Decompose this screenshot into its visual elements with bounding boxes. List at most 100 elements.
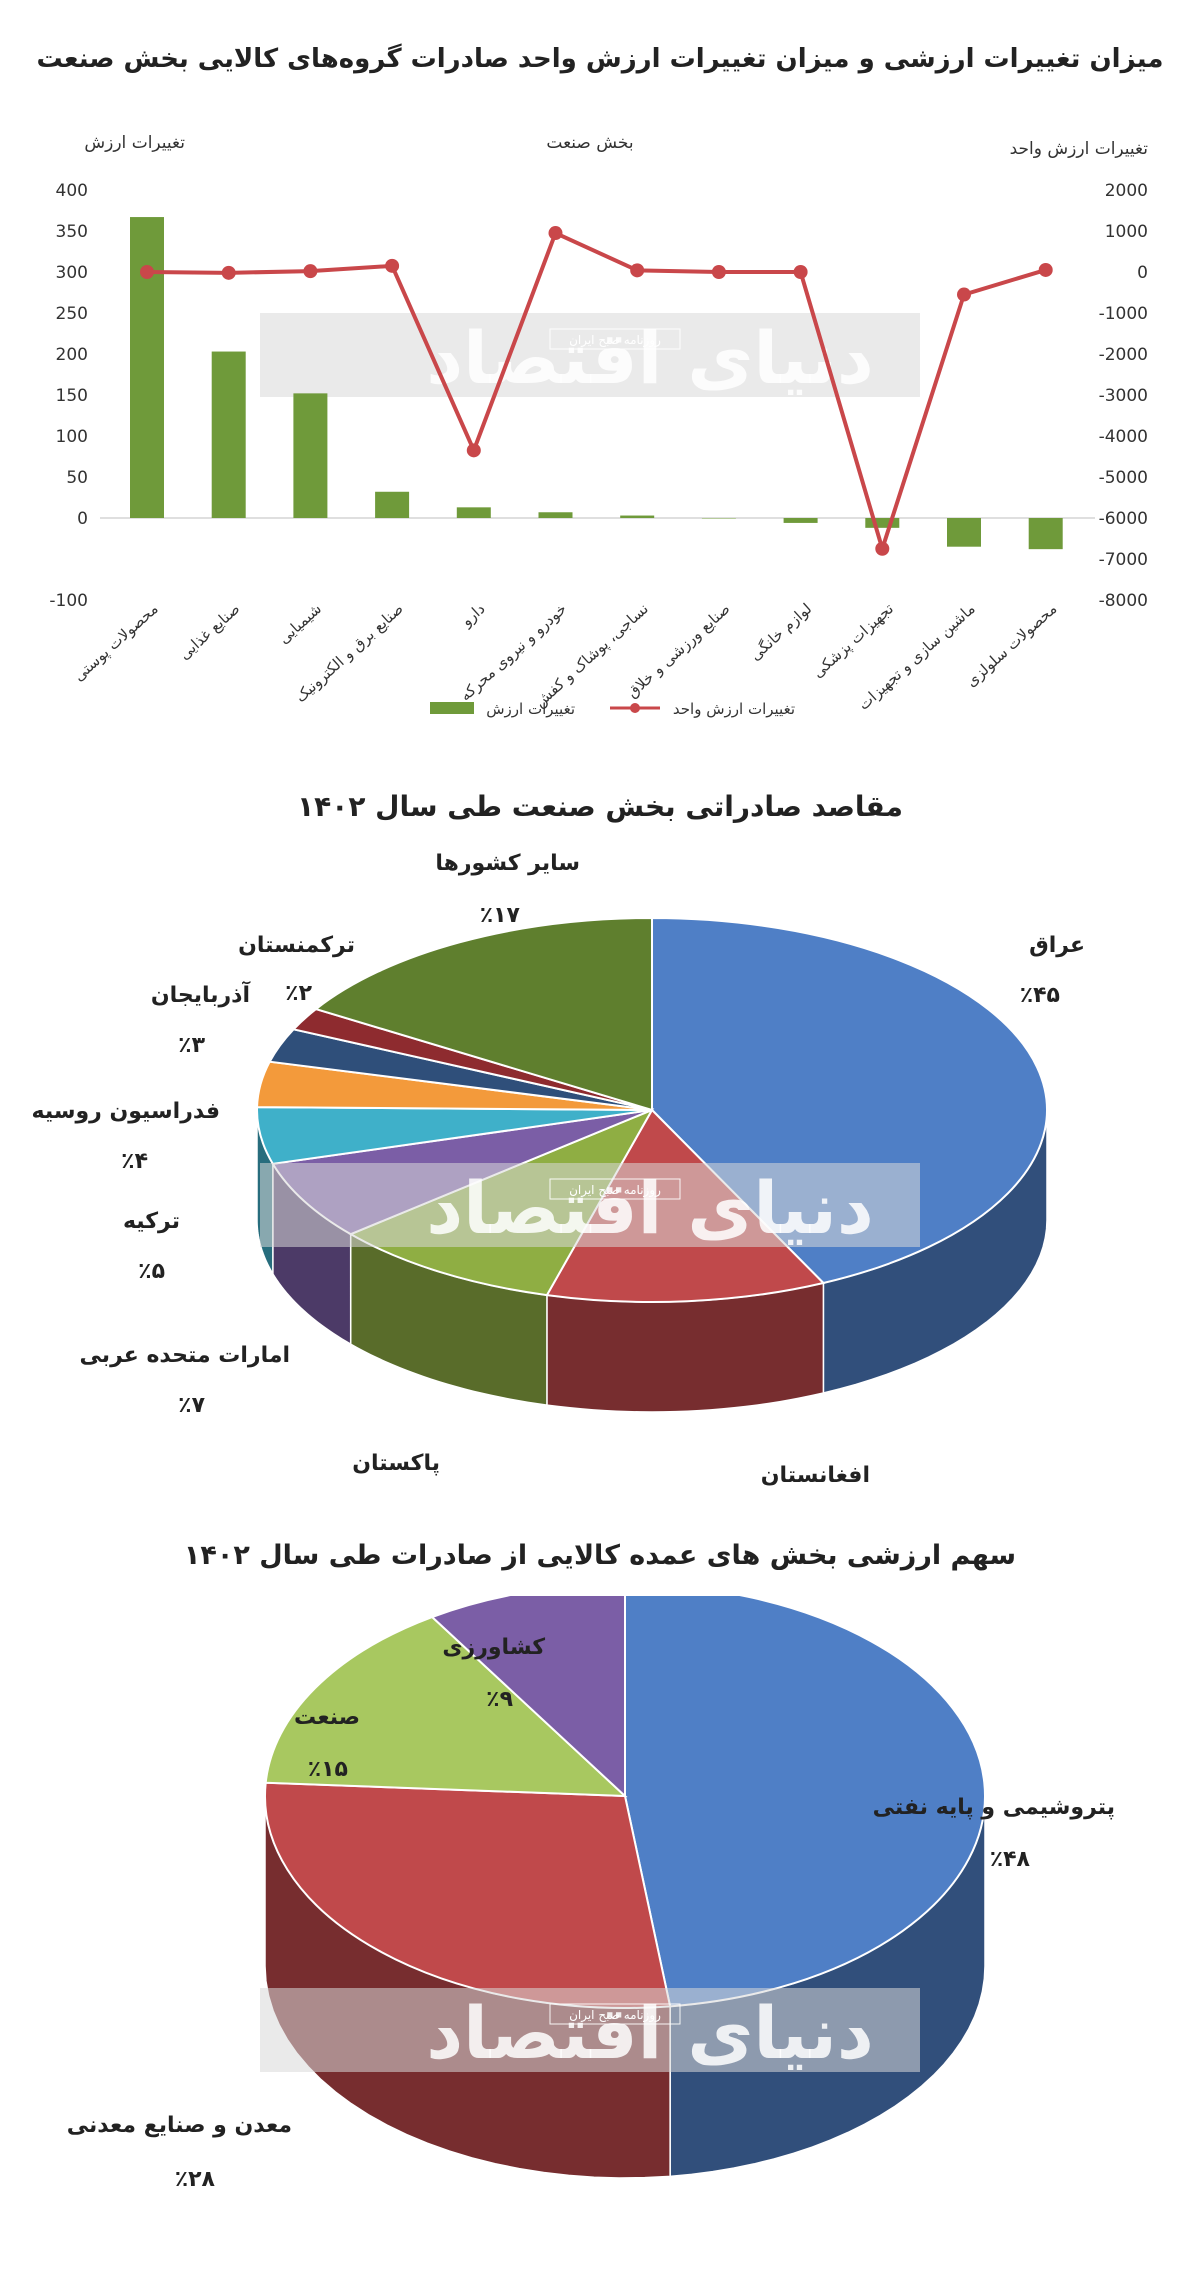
legend-line-marker [630, 703, 640, 713]
bar [211, 351, 246, 518]
chart1-title: میزان تغییرات ارزشی و میزان تغییرات ارزش… [36, 44, 1164, 74]
watermark-brand: دنیای اقتصاد [426, 316, 874, 400]
watermark-sub: روزنامه صبح ایران [569, 1183, 661, 1198]
legend-line-label: تغییرات ارزش واحد [673, 700, 795, 718]
line-point [466, 443, 481, 458]
watermark-band [260, 313, 920, 397]
y2-tick-label: 1000 [1105, 222, 1148, 242]
pie-value-label: ٪۴۵ [1020, 983, 1060, 1008]
category-label: شیمیایی [275, 600, 325, 648]
watermark-brand: دنیای اقتصاد [426, 1991, 874, 2075]
watermark-sub-box [549, 1178, 681, 1200]
y-tick-label: 300 [56, 263, 88, 283]
watermark-sub-box [549, 2003, 681, 2025]
bar [701, 518, 736, 519]
pie-slice-side [546, 1282, 825, 1413]
bar [456, 507, 491, 518]
y-tick-label: 200 [56, 345, 88, 365]
pie-slice [430, 1596, 626, 1799]
bar [538, 512, 573, 518]
pie-value-label: ٪۱۷ [480, 903, 521, 928]
y-tick-label: 0 [77, 509, 88, 529]
legend-bar-label: تغییرات ارزش [486, 700, 575, 718]
line-point [630, 263, 645, 278]
pie-value-label: ٪۴ [121, 1149, 148, 1174]
pie-value-label: ٪۳ [178, 1033, 205, 1058]
category-label: لوازم خانگی [746, 600, 815, 665]
pie-slice [313, 916, 653, 1112]
y2-tick-label: -4000 [1099, 427, 1148, 447]
bar [783, 518, 818, 523]
y2-axis-label: تغییرات ارزش واحد [1010, 139, 1149, 159]
bar [375, 491, 410, 518]
pie-value-label: ٪۲۸ [175, 2167, 216, 2192]
pie-label: معدن و صنایع معدنی [67, 2113, 292, 2138]
y2-tick-label: -3000 [1099, 386, 1148, 406]
y-tick-label: 350 [56, 222, 88, 242]
pie-label: افغانستان [761, 1463, 870, 1488]
pie-value-label: ٪۲ [285, 981, 312, 1006]
watermark-sub-box [549, 328, 681, 350]
legend-bar-swatch [430, 702, 474, 714]
line-point [221, 265, 236, 280]
y2-tick-label: -6000 [1099, 509, 1148, 529]
category-label: دارو [457, 600, 489, 631]
pie-value-label: ٪۹ [486, 1687, 513, 1712]
y-tick-label: 150 [56, 386, 88, 406]
y-tick-label: 100 [56, 427, 88, 447]
pie-value-label: ٪۵ [138, 1259, 165, 1284]
bar [865, 518, 900, 528]
watermark-sub: روزنامه صبح ایران [569, 2008, 661, 2023]
watermark-band [260, 1163, 920, 1247]
legend: تغییرات ارزش تغییرات ارزش واحد [430, 700, 795, 718]
watermark-brand: دنیای اقتصاد [426, 1166, 874, 1250]
bar [620, 515, 655, 518]
pie-value-label: ٪۴۸ [990, 1847, 1031, 1872]
unit-value-line [146, 230, 1047, 556]
pie-label: فدراسیون روسیه [32, 1099, 220, 1124]
y-tick-label: 50 [66, 468, 88, 488]
x-axis-label: بخش صنعت [546, 133, 633, 153]
line-point [793, 265, 808, 279]
y-tick-label: -100 [49, 591, 88, 611]
y-tick-label: 250 [56, 304, 88, 324]
y2-tick-label: -2000 [1099, 345, 1148, 365]
pie-label: عراق [1029, 933, 1085, 958]
pie-label: امارات متحده عربی [80, 1343, 290, 1368]
y2-tick-label: -5000 [1099, 468, 1148, 488]
pie-slice [264, 1615, 628, 1798]
pie-slice [624, 1596, 986, 2008]
line-point [875, 541, 890, 556]
line-point [140, 265, 154, 279]
pie-value-label: ٪۱۵ [308, 1757, 348, 1782]
watermark-sub: روزنامه صبح ایران [569, 333, 661, 348]
y2-tick-label: 0 [1137, 263, 1148, 283]
bar [947, 518, 981, 547]
line-point [957, 287, 971, 302]
y2-tick-label: -8000 [1099, 591, 1148, 611]
category-label: محصولات پوستی [70, 600, 163, 686]
pie-label: آذربایجان [151, 980, 251, 1008]
chart2-title: مقاصد صادراتی بخش صنعت طی سال ۱۴۰۲ [297, 790, 903, 823]
y2-tick-label: -1000 [1099, 304, 1148, 324]
line-point [711, 265, 726, 279]
line-point [385, 258, 400, 273]
line-point [548, 226, 563, 241]
pie-label: سایر کشورها [435, 851, 580, 876]
bar [1028, 518, 1063, 550]
line-point [303, 264, 318, 279]
category-label: صنایع غذایی [175, 600, 243, 664]
pie-value-label: ٪۷ [178, 1393, 205, 1418]
pie-label: ترکمنستان [238, 933, 355, 958]
line-point [1038, 262, 1053, 277]
y2-tick-label: -7000 [1099, 550, 1148, 570]
y2-tick-label: 2000 [1105, 181, 1148, 201]
category-label: تجهیزات پزشکی [809, 600, 898, 683]
pie-label: صنعت [294, 1705, 360, 1730]
pie-label: پاکستان [352, 1451, 440, 1476]
